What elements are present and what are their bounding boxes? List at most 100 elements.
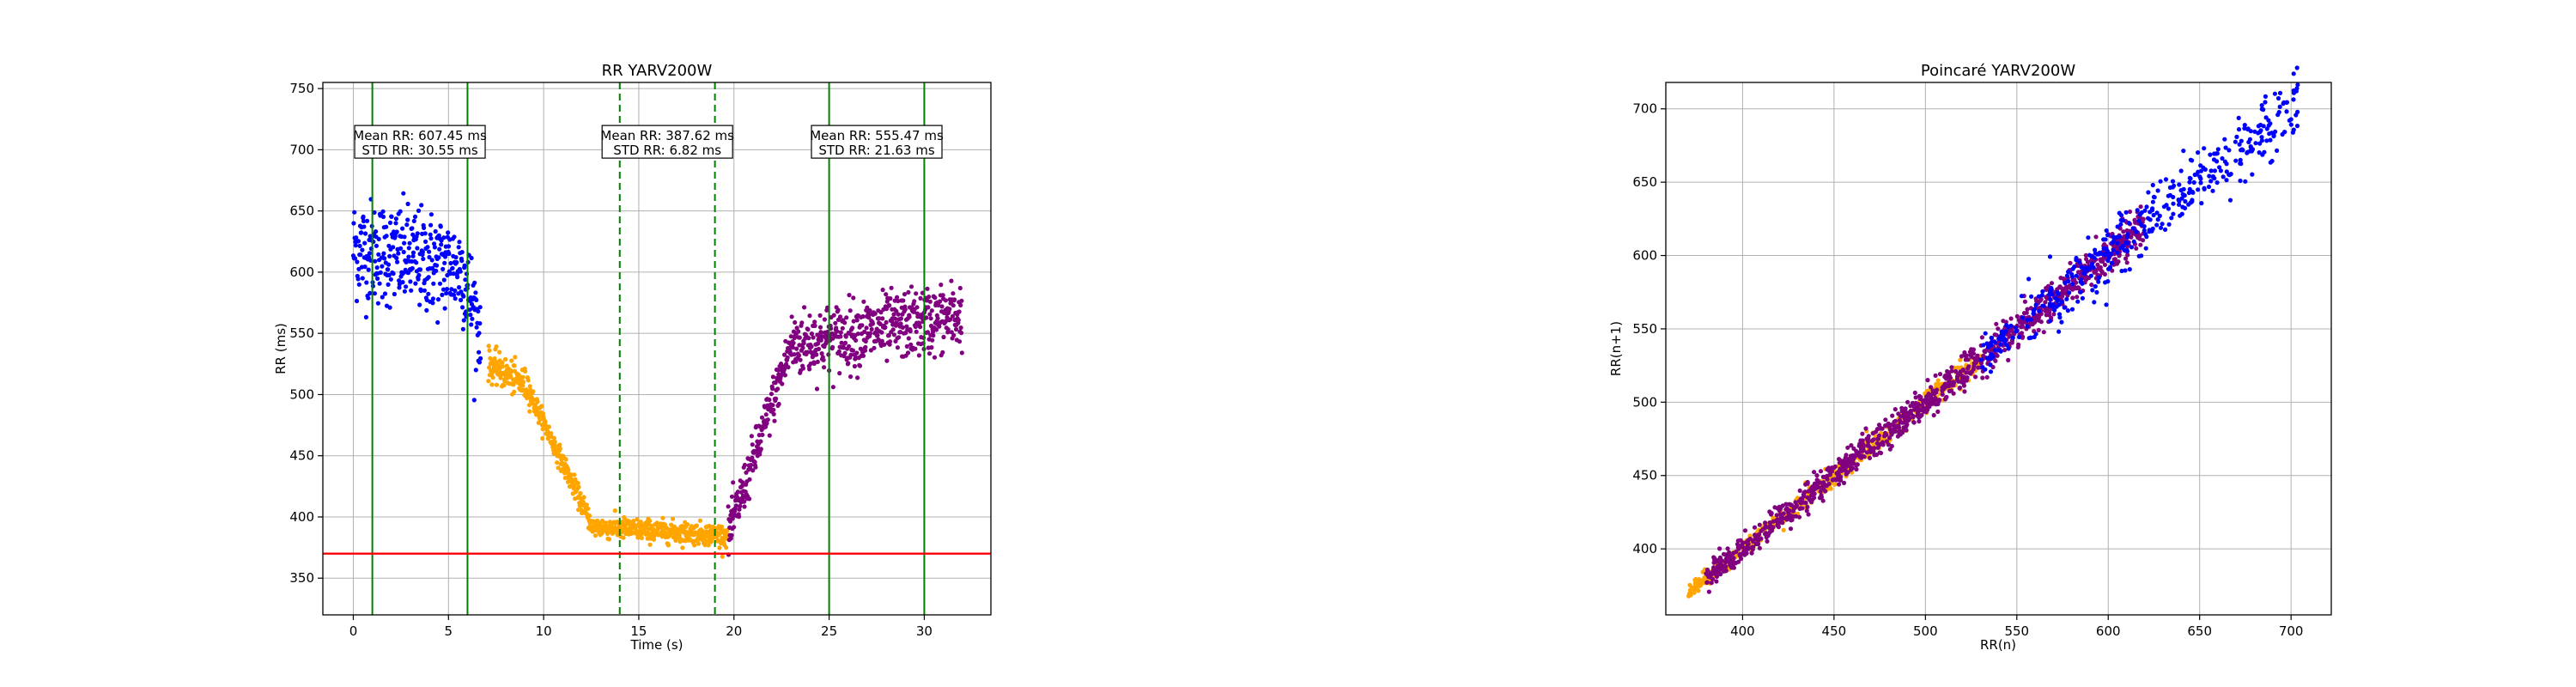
poincare-point <box>1933 373 1938 378</box>
poincare-point <box>1809 492 1814 497</box>
rr-point <box>426 291 431 296</box>
rr-point <box>631 519 636 524</box>
poincare-point <box>1751 544 1756 550</box>
poincare-point <box>2093 234 2099 240</box>
rr-point <box>782 373 788 378</box>
rr-point <box>949 278 954 283</box>
poincare-point <box>2142 224 2147 229</box>
poincare-point <box>1889 443 1894 449</box>
poincare-point <box>2099 268 2104 273</box>
poincare-point <box>2151 194 2157 199</box>
poincare-point <box>1944 376 1949 381</box>
rr-point <box>939 304 945 309</box>
annotation-std-text: STD RR: 30.55 ms <box>361 143 478 158</box>
rr-point <box>444 290 449 296</box>
rr-point <box>434 263 440 268</box>
rr-point <box>400 271 405 276</box>
rr-point <box>860 353 866 358</box>
x-tick-label: 550 <box>2004 623 2029 639</box>
rr-point <box>851 295 856 301</box>
poincare-point <box>1959 354 1965 359</box>
poincare-point <box>1962 374 1967 380</box>
rr-point <box>394 229 399 234</box>
rr-point <box>366 295 371 301</box>
rr-point <box>526 378 531 383</box>
poincare-point <box>2224 178 2229 183</box>
poincare-point <box>1929 385 1934 390</box>
poincare-point <box>2272 91 2277 96</box>
rr-point <box>831 313 836 318</box>
rr-point <box>847 344 852 349</box>
rr-point <box>357 243 362 248</box>
poincare-point <box>2150 182 2155 188</box>
poincare-point <box>1805 504 1810 510</box>
rr-point <box>612 508 617 514</box>
rr-point <box>957 339 963 344</box>
x-tick-label: 20 <box>726 623 742 639</box>
rr-point <box>891 332 896 337</box>
poincare-point <box>2123 210 2129 215</box>
poincare-point <box>1875 436 1881 441</box>
rr-point <box>811 361 817 366</box>
rr-point <box>816 341 821 346</box>
poincare-point <box>1716 557 1721 563</box>
poincare-point <box>2187 179 2192 185</box>
poincare-point <box>1895 434 1900 439</box>
poincare-point <box>1716 569 1722 575</box>
poincare-point <box>1860 438 1865 443</box>
rr-point <box>647 518 653 524</box>
poincare-point <box>1925 378 1930 383</box>
poincare-point <box>2092 300 2097 305</box>
rr-point <box>428 236 434 241</box>
rr-point <box>362 240 368 246</box>
poincare-point <box>1788 526 1794 532</box>
rr-point <box>374 229 379 234</box>
poincare-point <box>1923 394 1929 399</box>
annotation-box <box>354 125 486 159</box>
rr-point <box>908 284 914 289</box>
poincare-point <box>1722 568 1728 574</box>
rr-point <box>415 246 420 251</box>
poincare-point <box>1818 469 1824 474</box>
poincare-point <box>2074 273 2079 278</box>
rr-point <box>814 352 819 357</box>
poincare-point <box>2032 316 2038 321</box>
rr-point <box>523 368 528 374</box>
rr-point <box>776 401 781 407</box>
rr-point <box>833 320 838 325</box>
poincare-point <box>1951 380 1956 385</box>
poincare-point <box>2096 279 2101 284</box>
rr-point <box>421 256 426 262</box>
rr-point <box>908 342 914 347</box>
poincare-point <box>2057 315 2063 320</box>
poincare-point <box>2134 229 2139 234</box>
rr-point <box>801 341 806 346</box>
poincare-point <box>2214 151 2219 156</box>
rr-point <box>769 392 775 397</box>
poincare-point <box>2124 244 2129 249</box>
rr-point <box>639 535 645 541</box>
rr-point <box>740 480 745 485</box>
poincare-point <box>2110 268 2115 273</box>
poincare-point <box>2063 290 2068 295</box>
rr-point <box>914 329 919 334</box>
poincare-point <box>2149 208 2154 213</box>
rr-point <box>898 321 903 326</box>
x-tick-label: 10 <box>536 623 552 639</box>
rr-point <box>454 260 459 265</box>
poincare-point <box>1741 544 1746 550</box>
poincare-point <box>2151 212 2156 218</box>
poincare-point <box>2123 256 2129 261</box>
rr-point <box>696 541 702 546</box>
poincare-point <box>2233 139 2238 144</box>
left-x-ticks: 0 5 10 15 20 25 30 <box>349 615 933 639</box>
rr-point <box>732 525 737 530</box>
poincare-point <box>2124 249 2130 254</box>
rr-point <box>770 374 776 380</box>
poincare-point <box>2178 168 2184 173</box>
rr-point <box>486 344 491 349</box>
poincare-point <box>2074 280 2079 285</box>
x-tick-label: 450 <box>1822 623 1847 639</box>
poincare-point <box>2266 118 2271 123</box>
